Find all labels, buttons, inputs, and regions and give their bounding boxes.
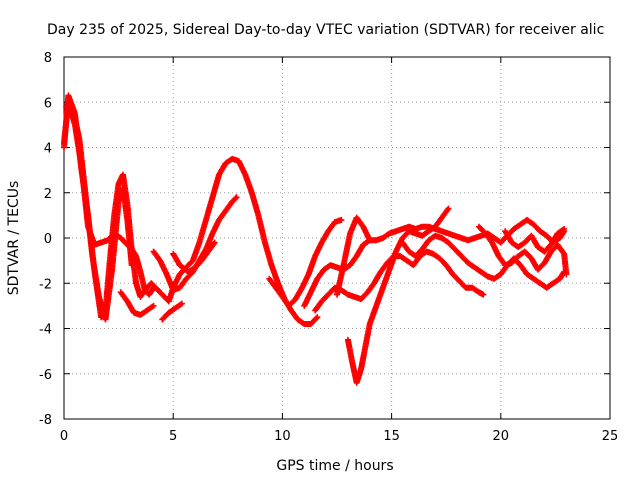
x-tick-label: 10: [274, 429, 291, 444]
data-point: [150, 302, 157, 309]
data-point: [561, 225, 568, 232]
data-point: [366, 237, 373, 244]
data-point: [313, 315, 320, 322]
x-tick-label: 15: [383, 429, 400, 444]
data-point: [445, 205, 452, 212]
chart-title: Day 235 of 2025, Sidereal Day-to-day VTE…: [47, 22, 604, 38]
x-tick-label: 20: [493, 429, 510, 444]
data-point: [314, 314, 321, 321]
x-axis-label: GPS time / hours: [276, 458, 393, 474]
series-track-7: [170, 239, 218, 275]
x-tick-label: 25: [602, 429, 619, 444]
data-point: [128, 262, 135, 269]
data-point: [211, 239, 218, 246]
data-points: [61, 92, 570, 386]
data-point: [338, 216, 345, 223]
series-track-5: [150, 194, 240, 294]
series-track-10: [312, 248, 487, 314]
data-point: [233, 194, 240, 201]
series-track-12: [399, 232, 568, 291]
y-axis-label: SDTVAR / TECUs: [6, 181, 22, 296]
y-tick-label: 2: [44, 187, 52, 202]
data-point: [232, 195, 239, 202]
series-track-11: [344, 205, 452, 386]
series-track-3: [117, 289, 157, 318]
y-tick-label: -4: [39, 323, 52, 338]
y-tick-label: 4: [44, 142, 52, 157]
series-track-8: [266, 216, 345, 309]
axis-ticks: 0 5 10 15 20 25 -8 -6 -4 -2 0 2 4 6 8: [39, 51, 618, 444]
x-tick-label: 0: [60, 429, 68, 444]
data-point: [178, 300, 185, 307]
data-point: [480, 291, 487, 298]
y-tick-label: -6: [39, 368, 52, 383]
data-point: [563, 271, 570, 278]
y-tick-label: -2: [39, 277, 52, 292]
y-tick-label: 0: [44, 232, 52, 247]
y-tick-label: 8: [44, 51, 52, 66]
data-point: [150, 284, 157, 291]
y-tick-label: 6: [44, 96, 52, 111]
x-tick-label: 5: [169, 429, 177, 444]
y-tick-label: -8: [39, 413, 52, 428]
series-track-4: [63, 103, 135, 323]
series-track-13: [334, 214, 373, 298]
series-track-14: [475, 223, 570, 278]
series-track-15: [502, 225, 568, 255]
series-track-6: [159, 300, 185, 323]
